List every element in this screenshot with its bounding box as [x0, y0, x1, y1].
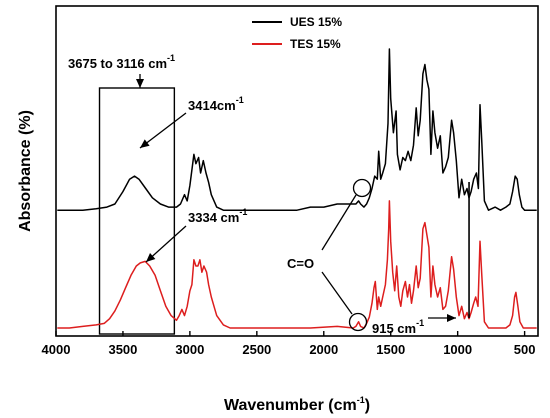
- plot-frame: [55, 5, 539, 337]
- leader-carbonyl-ues: [321, 194, 357, 251]
- annotation-peak-915: 915 cm-1: [372, 318, 424, 336]
- circle-carbonyl-ues: [352, 178, 372, 198]
- arrow-range-head: [136, 79, 144, 88]
- series-lines: [57, 48, 537, 329]
- annotation-peak-tes: 3334 cm-1: [188, 207, 247, 225]
- legend: UES 15% TES 15%: [252, 15, 342, 51]
- leader-carbonyl-tes: [321, 271, 353, 315]
- x-tick-label: 3000: [175, 342, 204, 357]
- x-tick-label: 3500: [108, 342, 137, 357]
- series-line-ues: [57, 48, 537, 211]
- x-tick-label: 2500: [242, 342, 271, 357]
- x-tick-label: 1000: [443, 342, 472, 357]
- arrow-peak-ues: [139, 112, 187, 149]
- x-tick-label: 500: [514, 342, 536, 357]
- arrow-peak-915-head: [447, 314, 456, 322]
- range-box-rect: [98, 87, 176, 335]
- y-axis-title: Absorbance (%): [17, 110, 34, 232]
- x-tick-label: 1500: [376, 342, 405, 357]
- annotation-carbonyl: C=O: [287, 256, 314, 271]
- x-tick-label: 4000: [42, 342, 71, 357]
- arrow-peak-tes-head: [146, 253, 156, 262]
- annotation-arrows: [136, 74, 456, 332]
- legend-label-ues: UES 15%: [290, 15, 342, 29]
- annotation-peak-ues: 3414cm-1: [188, 95, 244, 113]
- x-tick-label: 2000: [309, 342, 338, 357]
- annotation-range: 3675 to 3116 cm-1: [68, 53, 175, 71]
- circle-carbonyl-tes: [348, 312, 368, 332]
- arrow-peak-ues-head: [140, 139, 150, 148]
- range-box: [98, 87, 176, 335]
- x-ticks: 4000 3500 3000 2500 2000 1500 1000 500: [42, 331, 536, 357]
- legend-label-tes: TES 15%: [290, 37, 341, 51]
- x-axis-title: Wavenumber (cm-1): [224, 395, 370, 414]
